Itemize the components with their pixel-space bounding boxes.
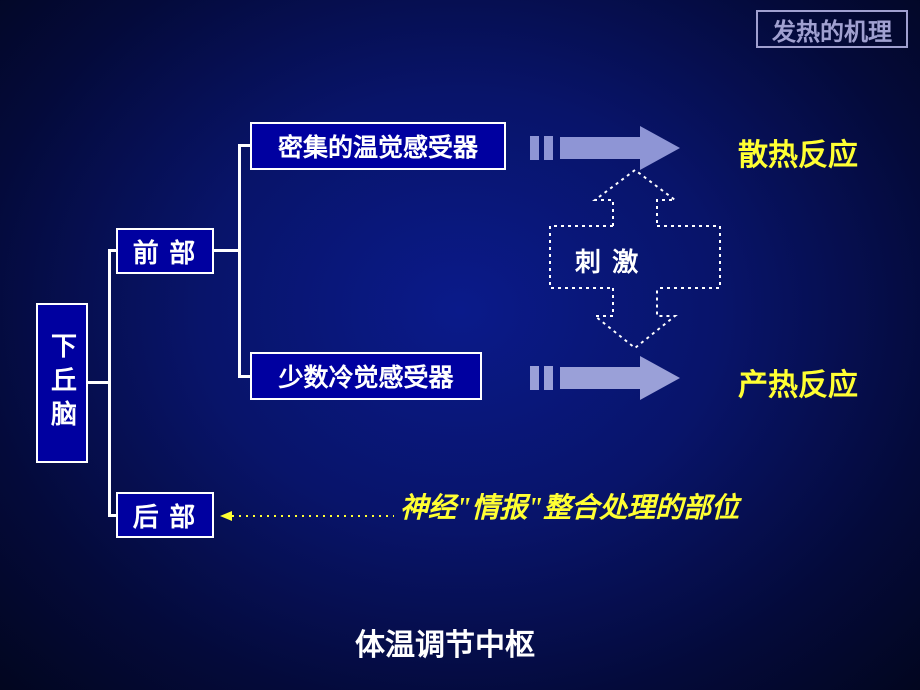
tree-line: [88, 381, 110, 384]
tree-line: [108, 251, 111, 517]
tree-line: [238, 144, 252, 147]
posterior-note-text: 神经"情报"整合处理的部位: [400, 493, 739, 524]
node-hypothalamus: 下丘脑: [36, 303, 88, 463]
dash-icon: [530, 136, 556, 160]
node-cold-receptor: 少数冷觉感受器: [250, 352, 482, 400]
posterior-note: 神经"情报"整合处理的部位: [400, 490, 770, 528]
node-cold-receptor-label: 少数冷觉感受器: [278, 358, 453, 394]
arrow-right-icon: [560, 126, 680, 170]
tree-line: [108, 249, 118, 252]
node-posterior: 后 部: [116, 492, 214, 538]
tree-line: [238, 146, 241, 378]
header-box: 发热的机理: [756, 10, 908, 48]
tree-line: [108, 514, 118, 517]
output-heat-dissipation: 散热反应: [738, 130, 858, 174]
output-heat-production: 产热反应: [738, 360, 858, 404]
node-anterior: 前 部: [116, 228, 214, 274]
node-hypothalamus-label: 下丘脑: [44, 332, 81, 434]
stimulus-label: 刺 激: [575, 242, 640, 279]
dotted-arrow-icon: [218, 508, 398, 524]
dash-icon: [530, 366, 556, 390]
node-warm-receptor: 密集的温觉感受器: [250, 122, 506, 170]
node-warm-receptor-label: 密集的温觉感受器: [278, 128, 478, 164]
header-label: 发热的机理: [772, 12, 892, 47]
slide-title: 体温调节中枢: [355, 620, 535, 664]
node-anterior-label: 前 部: [133, 233, 198, 270]
tree-line: [214, 249, 240, 252]
tree-line: [238, 375, 252, 378]
arrow-right-icon: [560, 356, 680, 400]
node-posterior-label: 后 部: [133, 497, 198, 534]
